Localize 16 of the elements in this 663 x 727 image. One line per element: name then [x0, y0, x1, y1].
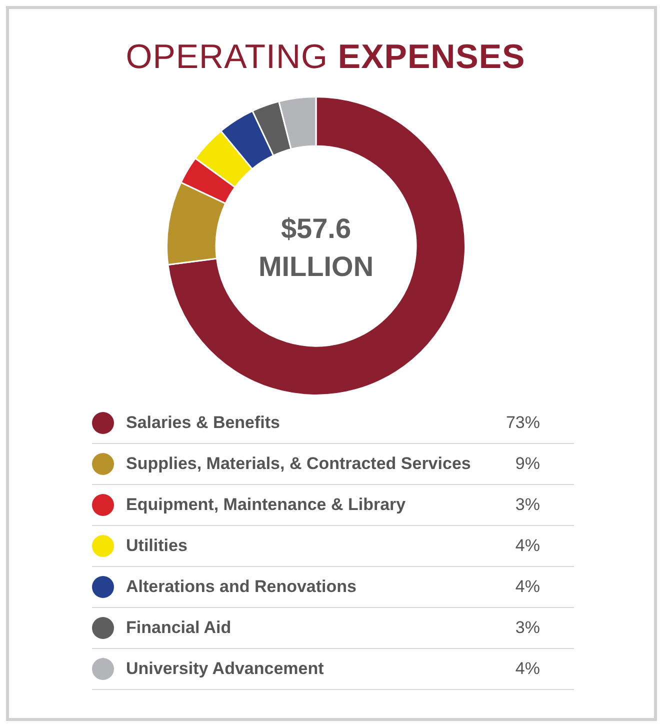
data-label: 4%	[514, 577, 541, 597]
legend-label: Utilities	[126, 536, 188, 556]
chart-title: OPERATING EXPENSES	[124, 38, 526, 77]
data-label: 3%	[514, 495, 541, 515]
legend-label: University Advancement	[126, 659, 325, 679]
legend-label: Alterations and Renovations	[126, 577, 358, 597]
legend-label: Equipment, Maintenance & Library	[126, 495, 407, 515]
legend-label: Salaries & Benefits	[126, 413, 282, 433]
data-label: 4%	[514, 536, 541, 556]
text: $57.6 MILLION	[257, 212, 375, 284]
legend-label: Financial Aid	[126, 618, 232, 638]
data-label: 9%	[514, 454, 541, 474]
legend-label: Supplies, Materials, & Contracted Services	[126, 454, 472, 474]
data-label: 3%	[514, 618, 541, 638]
data-label: 4%	[514, 659, 541, 679]
data-label: 73%	[504, 413, 541, 433]
